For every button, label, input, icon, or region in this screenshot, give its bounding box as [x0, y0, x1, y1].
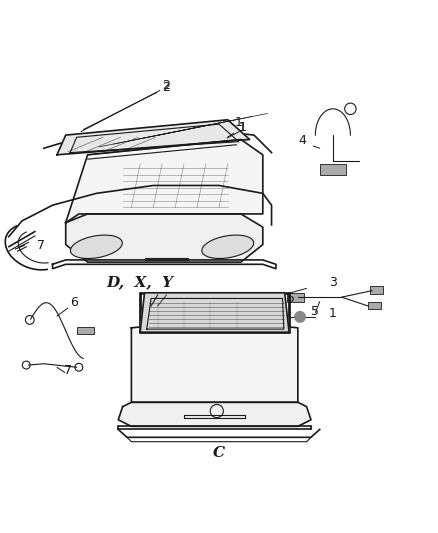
Polygon shape	[66, 214, 263, 262]
Text: 5: 5	[311, 305, 319, 318]
Text: 7: 7	[64, 364, 72, 377]
Bar	[368, 302, 381, 310]
Text: 1: 1	[228, 120, 247, 137]
Circle shape	[295, 312, 305, 322]
Polygon shape	[57, 120, 250, 155]
Text: 7: 7	[37, 239, 45, 252]
Text: 1: 1	[329, 307, 337, 320]
Polygon shape	[140, 293, 289, 332]
Bar	[370, 286, 383, 294]
Text: 2: 2	[84, 82, 170, 130]
Text: 3: 3	[329, 276, 337, 289]
Polygon shape	[66, 140, 263, 223]
Text: D,  X,  Y: D, X, Y	[107, 275, 173, 289]
Text: 6: 6	[71, 296, 78, 309]
Text: 2: 2	[162, 79, 170, 92]
Text: 1: 1	[235, 116, 243, 128]
Bar	[320, 164, 346, 174]
Text: C: C	[213, 446, 225, 459]
Polygon shape	[131, 324, 298, 402]
Text: 1: 1	[239, 120, 247, 134]
Ellipse shape	[71, 235, 122, 259]
Bar	[287, 293, 304, 302]
Polygon shape	[118, 402, 311, 426]
Text: 5: 5	[287, 292, 295, 304]
Ellipse shape	[202, 235, 254, 259]
Bar	[77, 327, 94, 334]
Text: 4: 4	[299, 134, 307, 147]
